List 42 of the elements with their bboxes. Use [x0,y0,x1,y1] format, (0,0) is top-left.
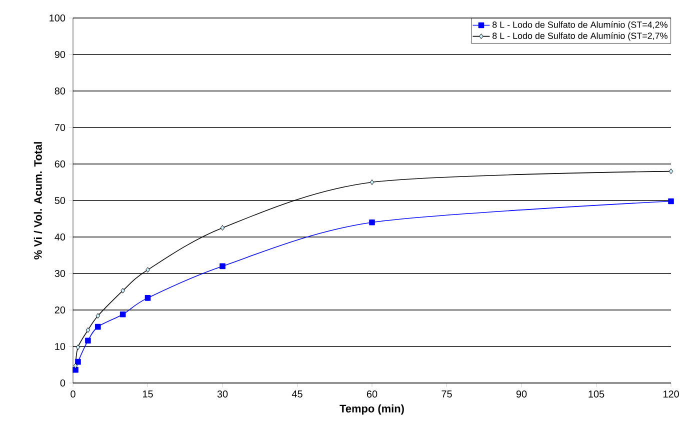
y-tick-label: 70 [54,124,66,132]
point [72,366,78,373]
point [220,225,225,231]
y-axis-title: % Vi / Vol. Acum. Total [34,142,42,260]
legend-label: 8 L - Lodo de Sulfato de Alumínio (ST=4,2% [492,21,668,30]
point [76,344,80,350]
y-tick-label: 20 [54,306,66,314]
x-tick-label: 45 [292,390,302,398]
y-tick-label: 10 [55,342,66,350]
point [370,179,374,185]
point [120,311,126,318]
x-tick-label: 15 [142,390,153,398]
point [146,267,150,273]
point [85,338,91,344]
y-tick-label: 40 [54,233,66,241]
y-tick-label: 80 [54,87,66,95]
x-tick-label: 60 [366,390,378,398]
x-tick-label: 0 [70,390,76,398]
point [668,168,674,174]
y-tick-label: 0 [60,379,66,387]
y-tick-label: 30 [54,270,66,278]
x-axis-title: Tempo (min) [340,404,404,415]
point [86,327,90,333]
point [96,313,100,319]
y-tick-label: 60 [54,160,66,168]
y-tick-label: 90 [54,50,66,58]
point [75,358,81,365]
point [95,324,101,330]
y-tick-label: 50 [54,196,66,204]
point [668,198,674,204]
x-tick-label: 105 [588,390,604,398]
point [73,363,78,369]
legend-label: 8 L - Lodo de Sulfato de Alumínio (ST=2,7% [492,32,668,41]
y-tick-label: 100 [50,14,66,22]
x-tick-label: 30 [217,390,228,398]
point [220,263,226,270]
x-tick-label: 75 [442,390,452,398]
point [120,288,125,294]
point [369,220,375,226]
point [144,295,151,301]
x-tick-label: 120 [663,390,679,398]
x-tick-label: 90 [516,390,527,398]
